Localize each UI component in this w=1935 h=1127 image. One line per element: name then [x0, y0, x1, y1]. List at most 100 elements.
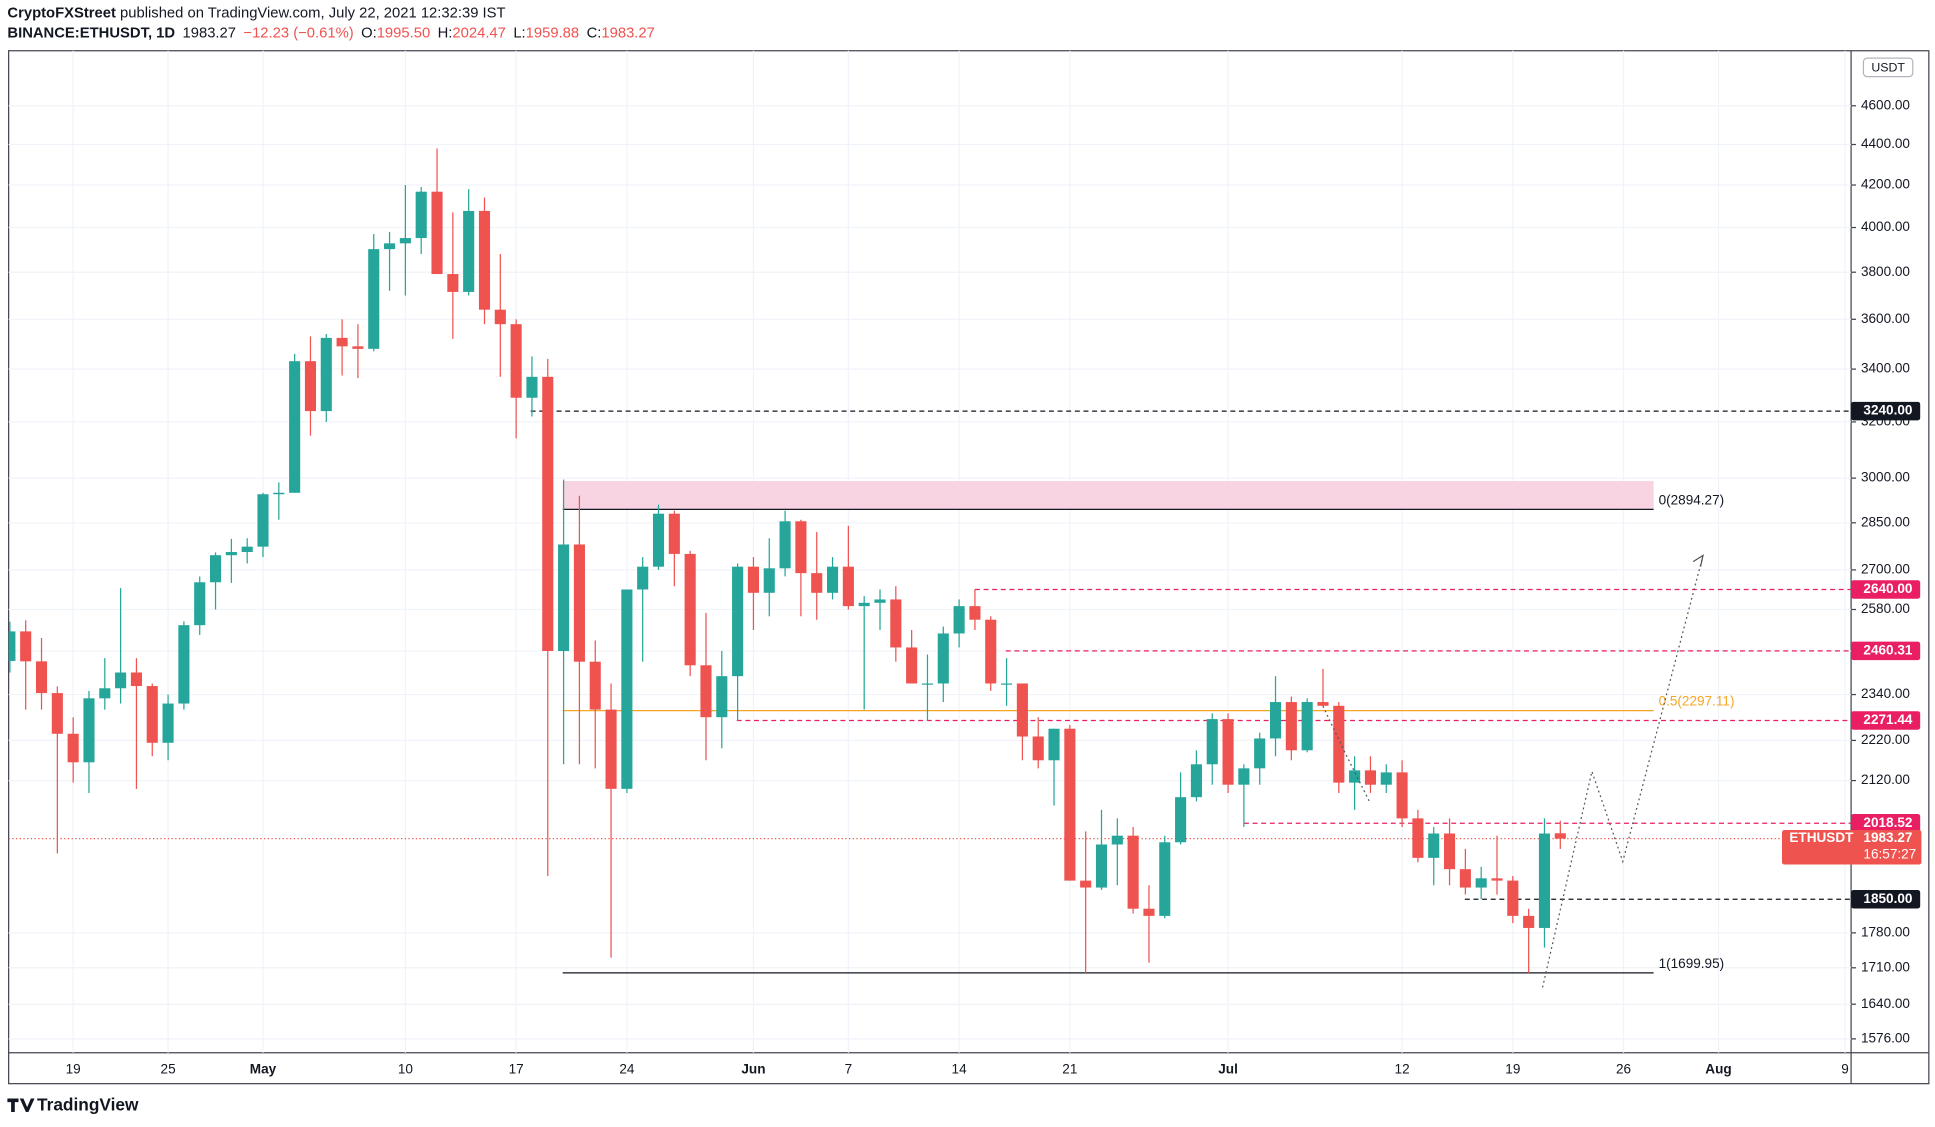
symbol-line: BINANCE:ETHUSDT, 1D 1983.27 −12.23 (−0.61%… [7, 25, 654, 41]
x-tick-label: 26 [1616, 1062, 1631, 1077]
x-tick-label: 9 [1841, 1062, 1849, 1077]
candle-body [1206, 719, 1218, 765]
chart-frame [8, 50, 1930, 1085]
candle-body [890, 599, 902, 648]
level-tag-label: 2271.44 [1863, 712, 1912, 727]
unit-box [1862, 57, 1914, 78]
candle-body [700, 665, 712, 718]
candle-body [20, 631, 32, 662]
y-tick-label: 2700.00 [1861, 561, 1910, 576]
y-tick-label: 3600.00 [1861, 311, 1910, 326]
candle-body [558, 544, 570, 651]
candle-body [8, 631, 16, 661]
level-tag [1851, 889, 1921, 909]
candle-body [463, 210, 475, 292]
x-tick-label: 14 [952, 1062, 968, 1077]
last: 1983.27 [183, 25, 237, 41]
candle-body [115, 672, 127, 689]
candle-body [542, 376, 554, 651]
x-tick-label: 17 [509, 1062, 524, 1077]
candle-body [637, 566, 649, 590]
level-tag-label: 3240.00 [1863, 403, 1912, 418]
candle-body [320, 337, 332, 412]
ohlc-key: O: [361, 25, 377, 41]
ohlc-value: 1983.27 [601, 25, 655, 41]
candle-body [478, 210, 491, 310]
countdown: 16:57:27 [1863, 846, 1916, 861]
level-tag [1851, 401, 1921, 421]
candle-body [779, 521, 791, 569]
y-tick-label: 3000.00 [1861, 470, 1910, 485]
candle-body [826, 566, 839, 593]
candle-body [304, 361, 317, 412]
candle-body [1285, 702, 1297, 751]
candle-body [1064, 728, 1076, 881]
y-tick-label: 2580.00 [1861, 601, 1910, 616]
candle-body [1238, 768, 1250, 785]
candle-body [763, 568, 775, 593]
y-tick-label: 2340.00 [1861, 686, 1910, 701]
candle-body [194, 582, 206, 626]
y-tick-label: 2850.00 [1861, 514, 1910, 529]
candle-body [1159, 842, 1171, 916]
candle-body [732, 566, 744, 677]
candle-body [1143, 908, 1155, 916]
last-price-tag [1781, 830, 1922, 865]
candle-body [1095, 844, 1108, 888]
x-tick-label: Jun [741, 1062, 765, 1077]
candle-body [953, 606, 965, 634]
candle-body [573, 544, 585, 662]
candle-body [241, 546, 253, 553]
candle-body [605, 709, 617, 789]
grid [8, 50, 1852, 1053]
unit-label: USDT [1871, 60, 1905, 74]
y-tick-label: 4000.00 [1861, 219, 1910, 234]
ohlc-key: L: [513, 25, 525, 41]
candle-body [368, 249, 380, 349]
candle-body [1538, 833, 1551, 928]
candle-body [447, 274, 459, 292]
candle-body [146, 686, 158, 743]
y-tick-label: 4200.00 [1861, 177, 1910, 192]
candle-body [1380, 772, 1392, 785]
candle-body [225, 552, 237, 556]
fib-label: 1(1699.95) [1659, 956, 1725, 971]
candle-body [1491, 878, 1503, 881]
change: −12.23 (−0.61%) [243, 25, 353, 41]
candle-body [51, 693, 63, 734]
candle-body [1190, 764, 1202, 798]
y-tick-label: 2220.00 [1861, 732, 1910, 747]
candle-body [35, 661, 48, 694]
last-price-symbol: ETHUSDT [1789, 830, 1854, 845]
x-tick-label: 10 [398, 1062, 414, 1077]
projection-arrow [1692, 554, 1704, 567]
candle-body [352, 346, 364, 349]
y-tick-label: 1640.00 [1861, 996, 1910, 1011]
candle-body [1428, 833, 1440, 858]
candle-body [1507, 880, 1519, 916]
x-tick-label: 25 [161, 1062, 176, 1077]
last-price-label: 1983.27 [1863, 830, 1912, 845]
candles [8, 148, 1566, 973]
candle-body [668, 513, 680, 554]
candle-body [747, 566, 759, 593]
candle-body [1523, 915, 1535, 928]
level-tag [1851, 580, 1921, 599]
ohlc-value: 1995.50 [377, 25, 430, 41]
ohlc-value: 2024.47 [452, 25, 506, 41]
footer-logo: TradingView [7, 1094, 139, 1114]
candle-body [130, 672, 142, 687]
fib-label: 0(2894.27) [1659, 492, 1725, 507]
x-tick-label: May [250, 1062, 277, 1077]
fib-label: 0.5(2297.11) [1659, 694, 1735, 709]
candle-body [1364, 770, 1376, 785]
x-tick-label: Aug [1705, 1062, 1731, 1077]
candle-body [494, 309, 506, 325]
x-tick-label: 12 [1395, 1062, 1410, 1077]
y-tick-label: 1710.00 [1861, 959, 1910, 974]
candle-body [906, 647, 918, 684]
candle-body [1443, 833, 1456, 870]
level-tag-label: 2018.52 [1863, 815, 1912, 830]
candle-body [1175, 797, 1187, 843]
candle-body [969, 606, 981, 620]
